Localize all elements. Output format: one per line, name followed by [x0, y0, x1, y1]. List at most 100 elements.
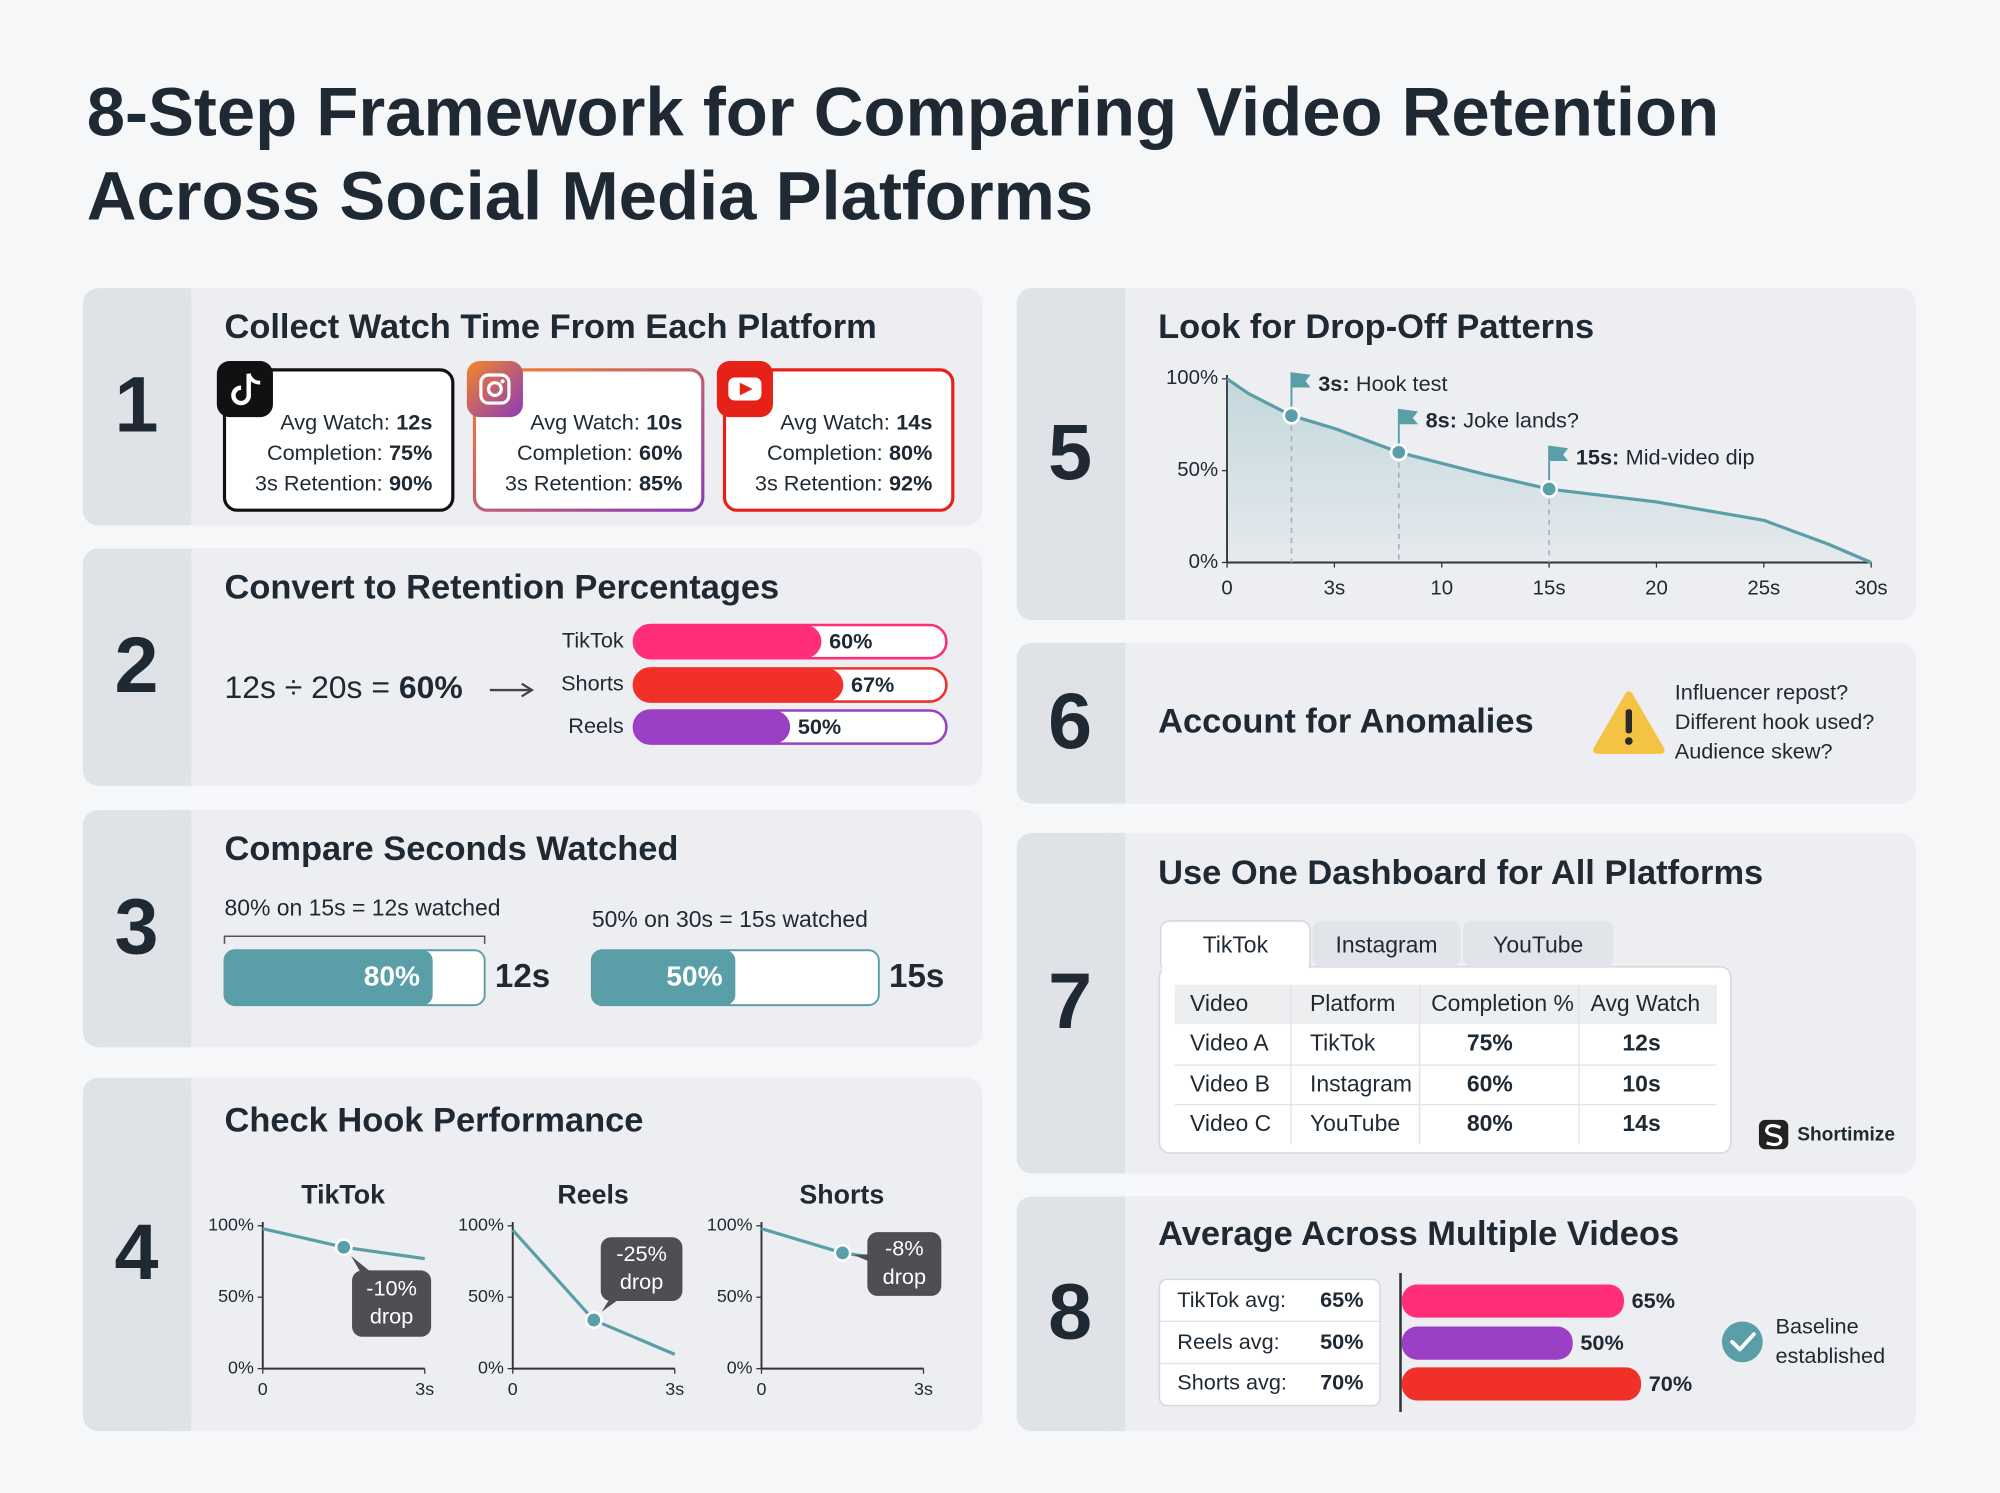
y-tick-label: 100% — [707, 1214, 753, 1234]
summary-label: TikTok avg: — [1177, 1287, 1286, 1312]
tab-label: TikTok — [1203, 932, 1269, 958]
x-tick-label: 3s — [665, 1379, 684, 1399]
y-tick-label: 50% — [1177, 459, 1218, 481]
card-line-label: Avg Watch: — [780, 409, 890, 434]
bar-label: 50% — [798, 714, 841, 739]
callout-text: drop — [620, 1269, 663, 1294]
bar-label: 70% — [1649, 1371, 1692, 1396]
summary-label: Reels avg: — [1177, 1329, 1279, 1354]
step-number-strip — [1105, 1196, 1125, 1432]
bar-label: 50% — [1580, 1330, 1623, 1355]
table-cell: Video A — [1190, 1030, 1269, 1056]
bar — [591, 950, 736, 1006]
bar-label: 67% — [851, 672, 894, 697]
check-icon — [1721, 1321, 1763, 1363]
summary-value: 70% — [1320, 1370, 1363, 1395]
card-line-label: 3s Retention: — [755, 470, 883, 495]
table-header: Completion % — [1431, 990, 1574, 1016]
marker-label: 3s: Hook test — [1318, 371, 1447, 396]
step-number: 4 — [114, 1207, 158, 1296]
callout — [600, 1237, 683, 1302]
bar — [224, 950, 433, 1006]
step-title: Look for Drop-Off Patterns — [1158, 308, 1594, 346]
marker-dot — [1282, 406, 1301, 425]
step-title: Use One Dashboard for All Platforms — [1158, 854, 1763, 892]
icon-glyph — [231, 373, 251, 406]
card-line-value: 75% — [389, 440, 432, 465]
bar-label: 60% — [829, 629, 872, 654]
step-number: 3 — [114, 881, 158, 970]
result: 15s — [889, 958, 944, 995]
bar — [633, 668, 844, 702]
tab-join — [1161, 963, 1309, 974]
marker-time: 8s: — [1426, 407, 1457, 432]
warning-mark — [1625, 737, 1633, 745]
card-line: Completion: 80% — [767, 440, 932, 465]
step-number-strip — [82, 809, 192, 1048]
caption: 80% on 15s = 12s watched — [224, 895, 500, 921]
step-number-strip — [172, 809, 192, 1048]
card-line: 3s Retention: 85% — [505, 470, 682, 495]
y-tick-label: 100% — [208, 1214, 254, 1234]
step-title: Check Hook Performance — [224, 1102, 643, 1140]
card-line: 3s Retention: 92% — [755, 470, 932, 495]
card-line-label: Completion: — [767, 440, 883, 465]
bar — [1401, 1284, 1624, 1318]
summary-label: Shorts avg: — [1177, 1370, 1287, 1395]
flag — [1398, 408, 1418, 425]
step-number-strip — [82, 548, 192, 786]
callout — [867, 1232, 942, 1296]
y-tick-label: 100% — [1166, 367, 1218, 389]
step-title: Compare Seconds Watched — [224, 830, 678, 868]
table-cell: Instagram — [1310, 1071, 1412, 1097]
card-line-label: Avg Watch: — [280, 409, 390, 434]
flag — [1291, 372, 1311, 388]
x-tick-label: 0 — [1221, 578, 1232, 600]
icon-glyph — [479, 373, 511, 405]
step-number-strip — [82, 288, 192, 526]
table-cell: YouTube — [1310, 1110, 1400, 1136]
card-line-label: Completion: — [517, 440, 633, 465]
platform-icon — [466, 360, 523, 418]
formula: 12s ÷ 20s = 60% — [224, 669, 462, 705]
x-tick-label: 25s — [1747, 578, 1780, 600]
marker-dot — [833, 1243, 852, 1262]
card-line-value: 10s — [646, 409, 682, 434]
step-number-strip — [1016, 832, 1125, 1174]
icon-glyph — [500, 379, 505, 384]
table-header: Video — [1190, 990, 1248, 1016]
step-number: 5 — [1048, 407, 1092, 496]
step-number-strip — [1105, 288, 1125, 620]
step-number-strip — [1016, 1196, 1125, 1432]
step-title: Account for Anomalies — [1158, 702, 1533, 740]
anomaly-note: Audience skew? — [1675, 738, 1833, 763]
table-cell: 14s — [1622, 1110, 1660, 1136]
check-glyph — [1730, 1332, 1756, 1352]
step-panel — [1016, 642, 1916, 804]
bar-label: 80% — [364, 961, 420, 992]
marker-text: Mid-video dip — [1626, 444, 1755, 469]
marker-text: Joke lands? — [1463, 407, 1579, 432]
card-line: Avg Watch: 12s — [280, 409, 432, 434]
anomaly-note: Influencer repost? — [1675, 680, 1848, 705]
marker-dot — [334, 1238, 353, 1257]
card-line-value: 85% — [639, 470, 682, 495]
platform-card — [472, 368, 705, 512]
callout-text: drop — [883, 1264, 926, 1289]
step-number: 8 — [1048, 1267, 1092, 1356]
x-tick-label: 3s — [415, 1379, 434, 1399]
bracket — [223, 935, 486, 944]
card-line: Avg Watch: 14s — [780, 409, 932, 434]
step-panel — [82, 1077, 983, 1432]
card-line: Avg Watch: 10s — [530, 409, 682, 434]
table-header-row — [1174, 984, 1717, 1025]
y-tick-label: 100% — [458, 1214, 504, 1234]
step-title: Convert to Retention Percentages — [224, 568, 779, 606]
x-tick-label: 0 — [508, 1379, 518, 1399]
step-number-strip — [1105, 642, 1125, 804]
step-number-strip — [1105, 832, 1125, 1174]
y-tick-label: 0% — [1189, 551, 1218, 573]
marker-label: 8s: Joke lands? — [1426, 407, 1579, 432]
bar-name: Shorts — [561, 671, 624, 696]
card-line-label: 3s Retention: — [255, 470, 383, 495]
